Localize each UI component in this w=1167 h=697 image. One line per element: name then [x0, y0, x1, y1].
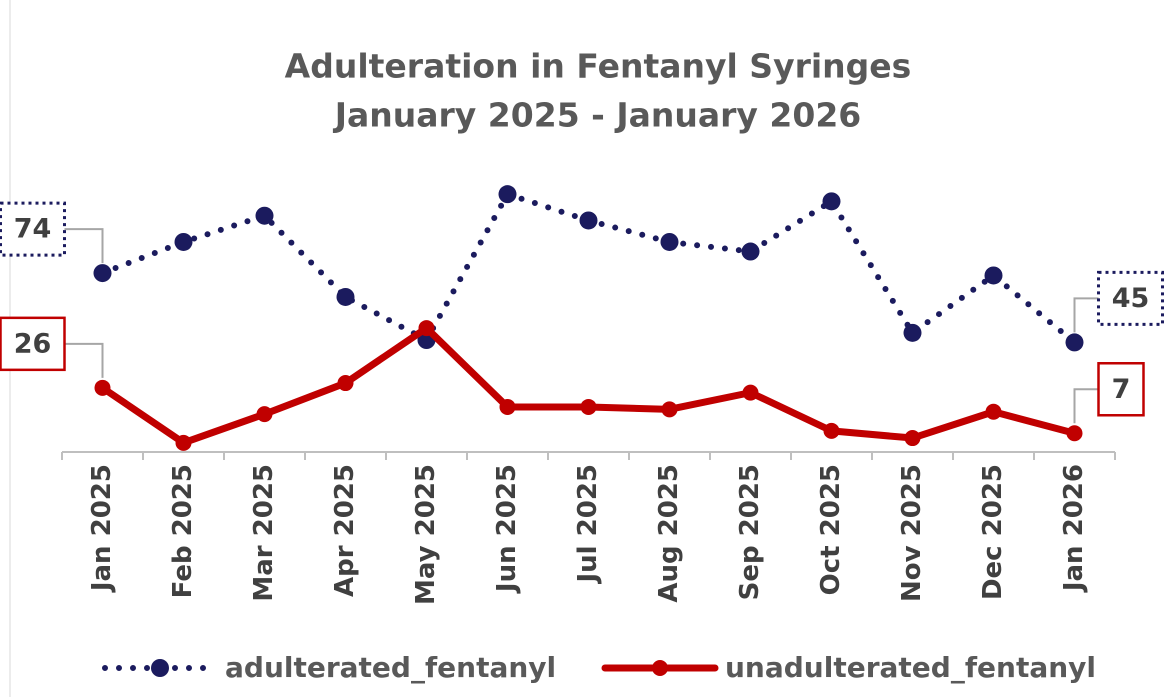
chart-subtitle: January 2025 - January 2026: [333, 96, 862, 135]
label-box: [0, 201, 66, 257]
data-point: [336, 287, 355, 306]
x-tick-label: Feb 2025: [168, 464, 198, 598]
data-point: [580, 398, 597, 415]
data-point: [256, 406, 273, 423]
x-tick-label: Nov 2025: [897, 464, 927, 602]
label-leader: [1073, 388, 1099, 424]
data-point: [499, 398, 516, 415]
data-point: [823, 422, 840, 439]
data-point: [985, 403, 1002, 420]
label-box: [1097, 270, 1164, 326]
x-tick-label: Mar 2025: [249, 464, 279, 602]
legend-marker: [151, 659, 169, 677]
data-label: 45: [1112, 283, 1150, 314]
label-leader: [1073, 297, 1099, 333]
label-leader: [64, 342, 104, 378]
data-point: [984, 266, 1003, 285]
data-point: [94, 379, 111, 396]
data-point: [741, 242, 760, 261]
x-tick-label: Jan 2026: [1059, 464, 1089, 593]
data-point: [174, 232, 193, 251]
x-tick-label: Jul 2025: [573, 464, 603, 585]
data-point: [93, 264, 112, 283]
data-point: [175, 434, 192, 451]
data-point: [498, 185, 517, 204]
x-tick-label: Sep 2025: [735, 464, 765, 600]
data-point: [255, 206, 274, 225]
legend-label: adulterated_fentanyl: [225, 651, 556, 684]
data-point: [742, 384, 759, 401]
data-point: [903, 323, 922, 342]
data-point: [418, 320, 435, 337]
data-point: [337, 375, 354, 392]
chart-title: Adulteration in Fentanyl Syringes: [285, 47, 912, 86]
data-label: 74: [14, 214, 52, 245]
label-box: [0, 316, 66, 372]
data-point: [1066, 425, 1083, 442]
x-tick-label: Oct 2025: [816, 464, 846, 595]
legend-label: unadulterated_fentanyl: [725, 651, 1096, 684]
series-line: [99, 324, 1078, 447]
x-tick-label: Jun 2025: [492, 464, 522, 594]
legend-marker: [652, 660, 668, 676]
data-point: [660, 232, 679, 251]
label-box: [1097, 362, 1145, 417]
data-point: [579, 211, 598, 230]
x-tick-label: Dec 2025: [978, 464, 1008, 600]
data-label: 26: [14, 328, 52, 359]
label-leader: [64, 228, 104, 264]
x-tick-label: May 2025: [411, 464, 441, 605]
data-point: [904, 430, 921, 447]
data-point: [1065, 333, 1084, 352]
x-tick-label: Apr 2025: [330, 464, 360, 597]
data-label: 7: [1112, 374, 1131, 405]
x-tick-label: Jan 2025: [87, 464, 117, 593]
x-tick-label: Aug 2025: [654, 464, 684, 603]
data-point: [661, 401, 678, 418]
data-point: [822, 192, 841, 211]
